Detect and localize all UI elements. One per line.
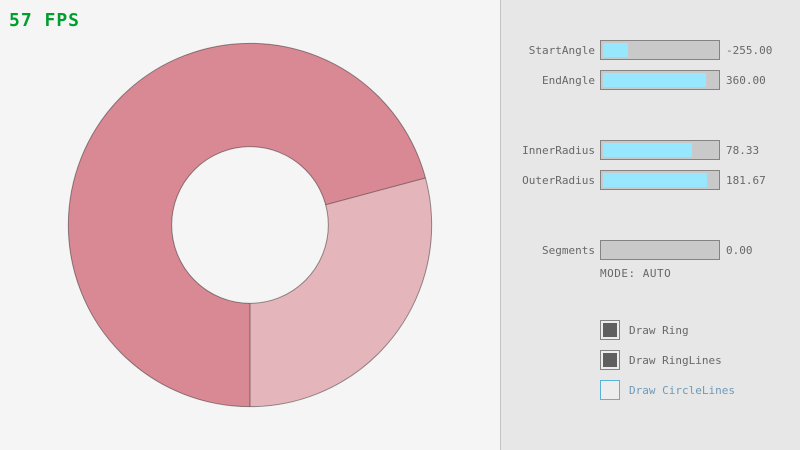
outerradius-slider-fill: [603, 173, 707, 187]
ring-outer-outline: [67, 42, 433, 408]
startangle-slider[interactable]: [600, 40, 720, 60]
outerradius-slider[interactable]: [600, 170, 720, 190]
endangle-slider[interactable]: [600, 70, 720, 90]
checkbox-box-draw-ring[interactable]: [600, 320, 620, 340]
checkbox-box-draw-circlelines[interactable]: [600, 380, 620, 400]
checkbox-box-draw-ringlines[interactable]: [600, 350, 620, 370]
outerradius-value: 181.67: [726, 173, 766, 187]
startangle-value: -255.00: [726, 43, 773, 57]
checkbox-checkmark: [603, 353, 617, 367]
slider-row-segments: Segments 0.00: [500, 240, 800, 260]
fps-counter: 57 FPS: [9, 10, 81, 31]
segments-label: Segments: [542, 243, 595, 257]
ring-drawing: [67, 42, 433, 408]
innerradius-slider[interactable]: [600, 140, 720, 160]
slider-row-endangle: EndAngle 360.00: [500, 70, 800, 90]
checkbox-draw-ring[interactable]: Draw Ring: [600, 320, 689, 340]
endangle-label: EndAngle: [542, 73, 595, 87]
ring-inner-outline: [171, 146, 329, 304]
checkbox-checkmark: [603, 323, 617, 337]
slider-row-outerradius: OuterRadius 181.67: [500, 170, 800, 190]
checkbox-draw-ringlines[interactable]: Draw RingLines: [600, 350, 722, 370]
ring-sector-light: [250, 177, 432, 407]
segments-value: 0.00: [726, 243, 753, 257]
ring-sector-dark: [68, 43, 426, 407]
slider-row-startangle: StartAngle -255.00: [500, 40, 800, 60]
endangle-slider-fill: [603, 73, 706, 87]
checkbox-checkmark: [603, 383, 617, 397]
checkbox-draw-circlelines[interactable]: Draw CircleLines: [600, 380, 735, 400]
startangle-label: StartAngle: [528, 43, 595, 57]
outerradius-label: OuterRadius: [522, 173, 595, 187]
startangle-slider-fill: [603, 43, 628, 57]
endangle-value: 360.00: [726, 73, 766, 87]
slider-row-innerradius: InnerRadius 78.33: [500, 140, 800, 160]
innerradius-slider-fill: [603, 143, 693, 157]
segments-mode-label: MODE: AUTO: [600, 267, 672, 280]
innerradius-label: InnerRadius: [522, 143, 595, 157]
ring-cap-line-upper-right: [325, 177, 426, 206]
checkbox-label-draw-ringlines: Draw RingLines: [629, 353, 722, 367]
checkbox-label-draw-ring: Draw Ring: [629, 323, 689, 337]
checkbox-label-draw-circlelines: Draw CircleLines: [629, 383, 735, 397]
segments-slider[interactable]: [600, 240, 720, 260]
innerradius-value: 78.33: [726, 143, 760, 157]
